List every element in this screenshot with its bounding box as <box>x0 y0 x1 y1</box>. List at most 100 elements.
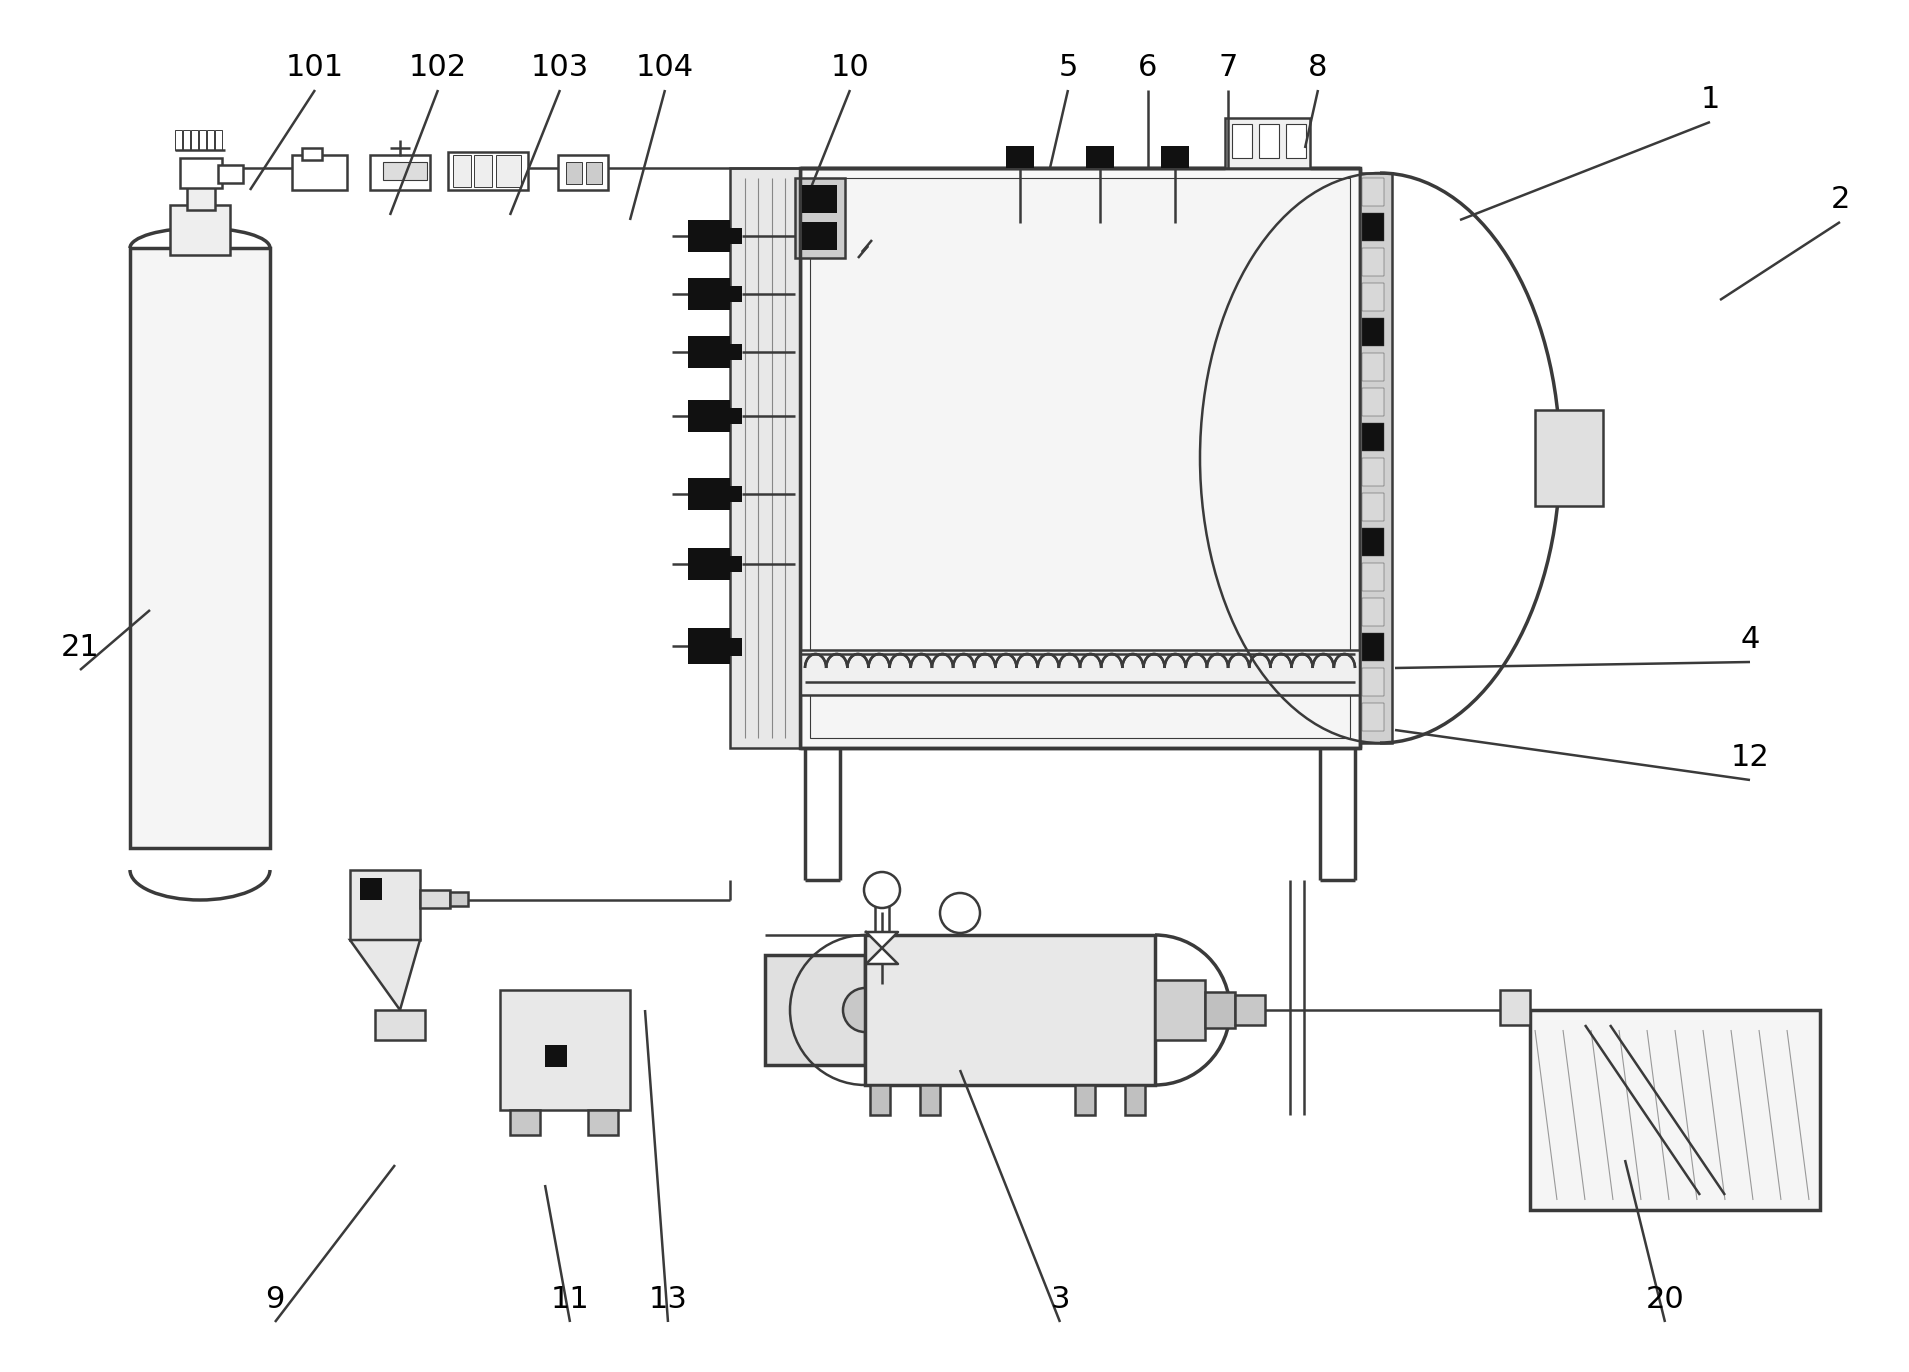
Bar <box>130 248 269 848</box>
Bar <box>802 222 836 250</box>
Bar <box>1361 423 1384 451</box>
Bar <box>687 220 729 252</box>
Polygon shape <box>867 932 897 948</box>
Bar <box>729 556 743 572</box>
Bar <box>1361 668 1384 696</box>
Bar <box>1529 1010 1819 1210</box>
Text: 4: 4 <box>1741 626 1760 654</box>
Bar <box>183 130 191 150</box>
Text: 6: 6 <box>1138 54 1157 82</box>
Bar <box>1124 1085 1145 1115</box>
Bar <box>176 130 181 150</box>
Bar <box>1361 388 1384 416</box>
Bar <box>1361 318 1384 346</box>
Bar <box>170 204 229 255</box>
Bar <box>1260 123 1279 158</box>
Bar <box>1155 980 1205 1040</box>
Text: 5: 5 <box>1058 54 1079 82</box>
Bar <box>361 878 382 900</box>
Bar <box>370 155 430 189</box>
Bar <box>687 628 729 664</box>
Bar <box>1535 410 1604 506</box>
Bar <box>1361 632 1384 661</box>
Bar <box>865 934 1155 1085</box>
Text: 102: 102 <box>409 54 468 82</box>
Bar <box>1361 702 1384 731</box>
Bar <box>349 870 420 940</box>
Bar <box>1361 178 1384 206</box>
Bar <box>1205 992 1235 1028</box>
Text: 13: 13 <box>649 1286 687 1314</box>
Bar <box>302 148 323 161</box>
Bar <box>473 155 493 187</box>
Bar <box>1361 213 1384 241</box>
Bar <box>1359 173 1392 744</box>
Bar <box>1006 145 1035 167</box>
Bar <box>1235 995 1266 1025</box>
Bar <box>218 165 242 182</box>
Bar <box>1361 248 1384 276</box>
Text: 2: 2 <box>1831 185 1850 214</box>
Bar <box>1231 123 1252 158</box>
Bar <box>451 892 468 906</box>
Circle shape <box>939 893 979 933</box>
Bar <box>1361 458 1384 486</box>
Bar <box>374 1010 426 1040</box>
Bar <box>871 1085 890 1115</box>
Bar <box>687 336 729 368</box>
Bar <box>1287 123 1306 158</box>
Bar <box>500 991 630 1110</box>
Bar <box>292 155 347 189</box>
Bar <box>687 477 729 510</box>
Text: 12: 12 <box>1731 744 1770 772</box>
Text: 11: 11 <box>550 1286 590 1314</box>
Bar <box>729 167 800 748</box>
Bar <box>565 162 582 184</box>
Text: 9: 9 <box>265 1286 284 1314</box>
Bar <box>1361 528 1384 556</box>
Bar <box>544 1045 567 1067</box>
Text: 104: 104 <box>636 54 695 82</box>
Text: 21: 21 <box>61 634 99 663</box>
Bar <box>1361 598 1384 626</box>
Circle shape <box>844 988 888 1032</box>
Bar <box>1361 283 1384 311</box>
Bar <box>729 228 743 244</box>
Bar <box>588 1110 619 1135</box>
Bar <box>420 890 451 908</box>
Bar <box>800 167 1359 748</box>
Bar <box>187 182 216 210</box>
Bar <box>496 155 521 187</box>
Circle shape <box>865 873 899 908</box>
Bar <box>800 650 1365 696</box>
Bar <box>1226 118 1310 167</box>
Bar <box>920 1085 939 1115</box>
Bar <box>802 185 836 213</box>
Bar <box>729 486 743 502</box>
Bar <box>510 1110 540 1135</box>
Bar <box>191 130 199 150</box>
Bar <box>729 344 743 359</box>
Bar <box>729 285 743 302</box>
Polygon shape <box>349 940 420 1010</box>
Bar <box>729 407 743 424</box>
Text: 3: 3 <box>1050 1286 1069 1314</box>
Text: 10: 10 <box>830 54 869 82</box>
Bar <box>1361 353 1384 381</box>
Bar <box>1086 145 1115 167</box>
Bar <box>1361 493 1384 521</box>
Bar <box>766 955 865 1065</box>
Bar <box>452 155 472 187</box>
Text: 20: 20 <box>1646 1286 1684 1314</box>
Bar <box>687 547 729 580</box>
Bar <box>384 162 428 180</box>
Bar <box>687 279 729 310</box>
Bar <box>794 178 846 258</box>
Bar <box>809 178 1350 738</box>
Bar <box>1075 1085 1096 1115</box>
Bar <box>1500 991 1529 1025</box>
Bar <box>1361 563 1384 591</box>
Text: 103: 103 <box>531 54 590 82</box>
Bar <box>179 158 221 188</box>
Bar <box>586 162 601 184</box>
